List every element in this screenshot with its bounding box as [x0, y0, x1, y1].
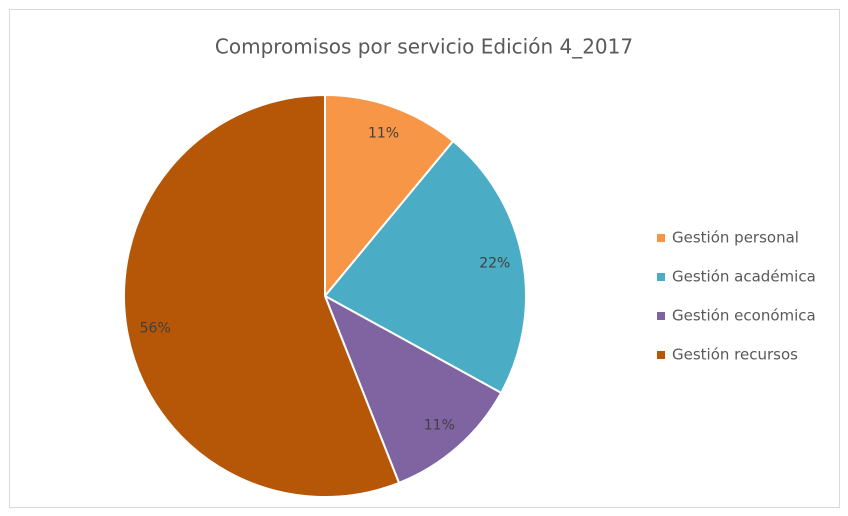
legend-swatch [657, 351, 665, 359]
legend-label: Gestión académica [672, 268, 816, 286]
legend-swatch [657, 312, 665, 320]
data-label: 56% [140, 320, 171, 336]
legend-swatch [657, 273, 665, 281]
data-label: 22% [479, 256, 510, 272]
pie-slice [123, 93, 401, 498]
legend-label: Gestión económica [672, 307, 816, 325]
pie-slice [324, 93, 455, 299]
data-label: 11% [368, 125, 399, 141]
legend-swatch [657, 234, 665, 242]
data-label: 11% [424, 418, 455, 434]
legend-label: Gestión recursos [672, 346, 798, 364]
chart-title: Compromisos por servicio Edición 4_2017 [215, 35, 633, 59]
pie-slice [323, 293, 503, 485]
legend-label: Gestión personal [672, 229, 799, 247]
pie-slice [323, 139, 527, 395]
